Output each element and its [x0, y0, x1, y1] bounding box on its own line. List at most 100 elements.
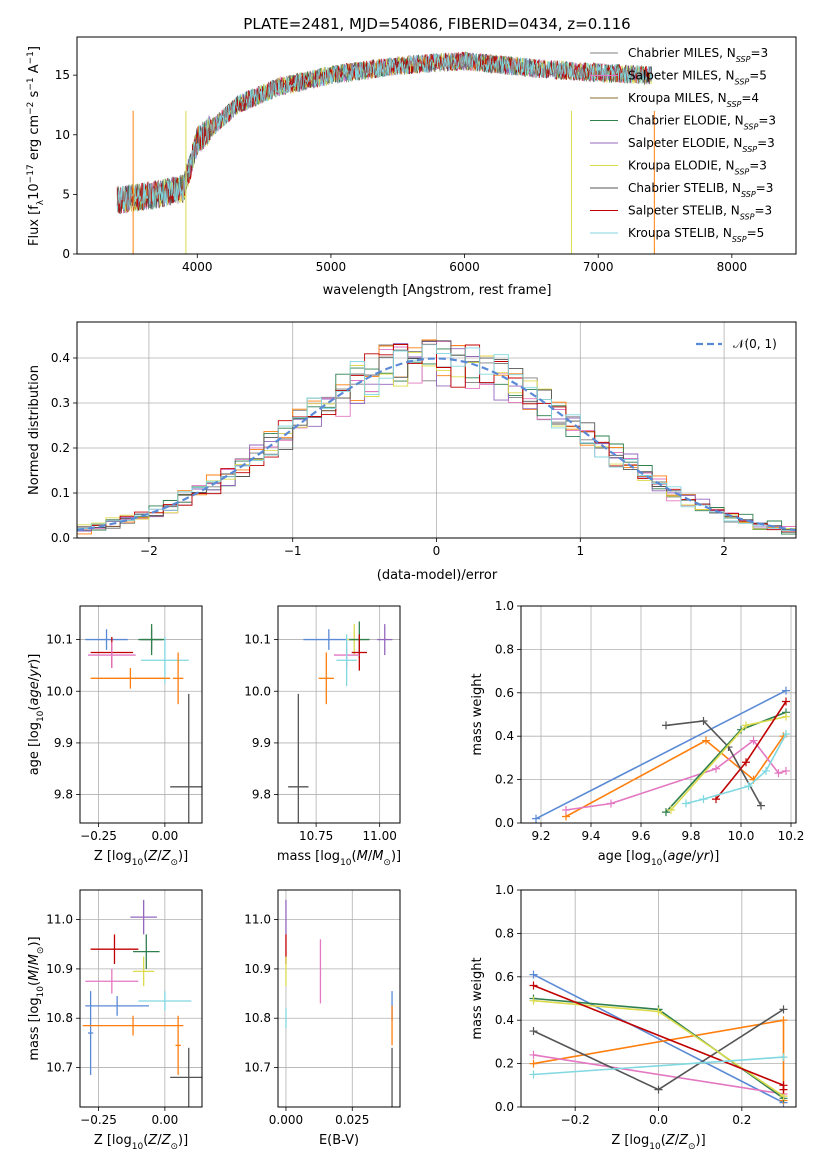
label-part: ⊙: [688, 1142, 696, 1152]
label-part: M: [372, 849, 383, 864]
x-tick-label: 0.00: [152, 1113, 179, 1127]
label-part: Z: [161, 849, 172, 864]
plus-marker: [699, 717, 708, 726]
plus-marker: [762, 766, 770, 775]
error-bar-point: [138, 624, 165, 656]
plot-area: [116, 51, 655, 254]
label-part: /: [675, 1133, 680, 1148]
plus-marker: [529, 981, 538, 990]
legend-sub: SSP: [742, 145, 757, 154]
label-part: age [log: [598, 849, 651, 864]
plus-marker: [782, 686, 790, 695]
label-part: )]: [696, 1133, 706, 1148]
x-tick-label: 0.0: [649, 1113, 668, 1127]
y-tick-label: 10.8: [46, 1011, 73, 1025]
y-tick-label: 0.4: [495, 729, 514, 743]
label-part: mass [log: [27, 997, 42, 1060]
y-axis-label: mass [log10(M/M⊙)]: [27, 936, 46, 1060]
legend-entry: Salpeter MILES, NSSP=5: [628, 69, 767, 87]
y-tick-label: 0.3: [51, 396, 70, 410]
legend-text: Salpeter STELIB, N: [628, 204, 740, 218]
legend-text: Salpeter MILES, N: [628, 69, 735, 83]
weight-series-line: [565, 735, 785, 818]
legend-sub: SSP: [744, 122, 759, 131]
x-axis-label: E(B-V): [319, 1133, 359, 1148]
x-axis-label: age [log10(age/yr)]: [598, 849, 720, 868]
axes-frame: [520, 889, 797, 1108]
error-bar-point: [377, 624, 393, 656]
legend-sub: SSP: [740, 212, 755, 221]
y-axis-label: Flux [fλ10−17 erg cm−2 s−1 A−1]: [26, 46, 46, 246]
x-tick-label: −0.25: [80, 1113, 117, 1127]
plus-marker: [779, 1053, 788, 1062]
error-bar-point: [138, 991, 192, 1011]
axes-frame: [76, 321, 797, 539]
label-part: Z: [665, 1133, 676, 1148]
plot-area: [85, 624, 202, 823]
weight-series-line: [685, 733, 787, 805]
plus-marker: [712, 795, 720, 804]
error-bar-point: [336, 634, 357, 687]
label-part: /: [157, 849, 162, 864]
label-part: age: [27, 681, 42, 705]
label-part: ⊙: [383, 858, 391, 868]
chart-title: PLATE=2481, MJD=54086, FIBERID=0434, z=0…: [243, 15, 630, 33]
label-part: (: [662, 849, 667, 864]
y-tick-label: 9.9: [54, 736, 73, 750]
y-tick-label: 10.7: [244, 1061, 271, 1075]
x-tick-label: −1: [284, 544, 302, 558]
weight-series-line: [670, 715, 787, 811]
legend-text: Kroupa ELODIE, N: [628, 159, 735, 173]
plus-marker: [742, 758, 750, 767]
plot-area: [529, 970, 788, 1107]
x-tick-label: 10.0: [728, 829, 755, 843]
label-part: (: [143, 1133, 148, 1148]
plus-marker: [654, 1007, 663, 1016]
label-part: −17: [26, 164, 36, 183]
legend-sub: SSP: [732, 235, 747, 244]
label-part: (: [27, 706, 42, 711]
panel-mass-vs-ebv: 0.000 0.025 10.7 10.8 10.9 11.0 E(B-V): [244, 889, 401, 1148]
label-part: −1: [26, 77, 36, 90]
error-bar-point: [82, 1015, 184, 1036]
x-tick-label: 7000: [583, 260, 614, 274]
y-tick-label: 0.6: [495, 686, 514, 700]
label-part: 10: [132, 1142, 144, 1152]
x-tick-label: 0: [433, 544, 441, 558]
y-tick-label: 0.4: [495, 1013, 514, 1027]
label-part: mass [log: [277, 849, 340, 864]
label-part: Z [log: [94, 1133, 132, 1148]
legend-suffix: =3: [757, 136, 775, 150]
x-tick-label: 0.025: [335, 1113, 369, 1127]
error-bar-point: [130, 899, 157, 935]
y-tick-label: 10.7: [46, 1061, 73, 1075]
label-part: ⊙: [36, 947, 46, 955]
label-part: −2: [26, 102, 36, 115]
label-part: /: [368, 849, 373, 864]
plus-marker: [529, 1027, 538, 1036]
y-axis-label: Normed distribution: [27, 365, 42, 495]
plus-marker: [532, 814, 540, 823]
x-tick-label: 2: [720, 544, 728, 558]
y-tick-label: 10.9: [244, 962, 271, 976]
plus-marker: [757, 801, 765, 810]
legend-sub: SSP: [727, 100, 742, 109]
error-bar-point: [85, 629, 128, 650]
plus-marker: [737, 725, 745, 734]
legend-entry: Chabrier MILES, NSSP=3: [628, 46, 768, 64]
label-part: M: [357, 849, 368, 864]
x-tick-label: 1: [576, 544, 584, 558]
axes-frame: [520, 605, 797, 824]
axes-frame: [277, 605, 401, 824]
plus-marker: [529, 1070, 538, 1079]
error-bar-point: [172, 652, 184, 705]
label-part: M: [27, 970, 42, 981]
panel-age-vs-Z: −0.25 0.009.89.910.010.1Z [log10(Z/Z⊙)]ag…: [27, 605, 203, 868]
x-tick-label: 9.8: [681, 829, 700, 843]
label-part: yr: [27, 662, 42, 678]
x-tick-label: 0.2: [732, 1113, 751, 1127]
error-bar-point: [141, 637, 189, 684]
